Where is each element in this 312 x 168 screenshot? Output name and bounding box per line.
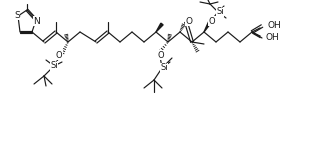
Text: Si: Si [216,8,224,16]
Text: O: O [158,51,164,59]
Polygon shape [156,23,163,32]
Text: N: N [34,16,40,26]
Text: Si: Si [50,61,58,71]
Text: OH: OH [267,22,280,31]
Text: O: O [209,16,215,26]
Text: O: O [186,16,193,26]
Polygon shape [204,21,211,32]
Text: OH: OH [267,33,280,43]
Text: Si: Si [160,64,168,73]
Text: O: O [56,51,62,59]
Text: OH: OH [266,32,280,41]
Text: S: S [14,10,20,19]
Text: OH: OH [268,20,282,30]
